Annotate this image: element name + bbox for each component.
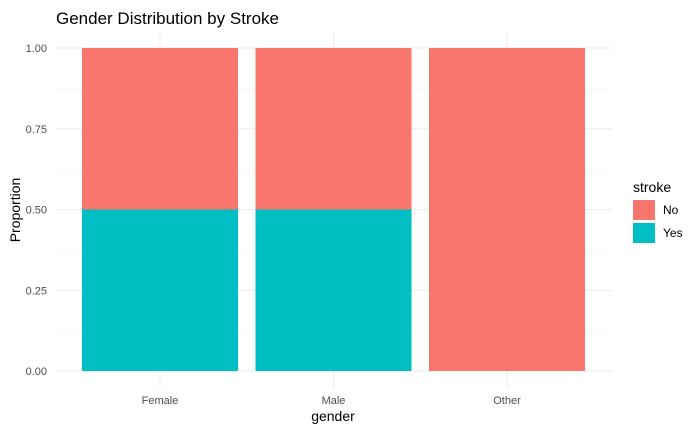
y-tick-label: 0.00	[26, 366, 47, 378]
bar-segment-no-female	[82, 48, 238, 210]
x-axis-ticks: Female Male Other	[142, 395, 521, 407]
chart-title: Gender Distribution by Stroke	[56, 9, 279, 28]
bar-segment-no-other	[429, 48, 585, 371]
legend: stroke No Yes	[633, 179, 683, 243]
y-tick-label: 0.25	[26, 285, 47, 297]
y-axis-title: Proportion	[7, 178, 23, 243]
x-axis-title: gender	[311, 408, 355, 424]
bars	[82, 48, 585, 371]
x-tick-label: Male	[322, 395, 346, 407]
y-tick-label: 0.75	[26, 124, 47, 136]
legend-label-no: No	[663, 203, 679, 217]
bar-segment-yes-female	[82, 209, 238, 371]
y-axis-ticks: 0.00 0.25 0.50 0.75 1.00	[26, 43, 47, 378]
legend-label-yes: Yes	[663, 226, 683, 240]
y-tick-label: 0.50	[26, 205, 47, 217]
y-tick-label: 1.00	[26, 43, 47, 55]
legend-swatch-yes	[633, 223, 655, 243]
x-tick-label: Female	[142, 395, 179, 407]
x-tick-label: Other	[493, 395, 521, 407]
legend-swatch-no	[633, 200, 655, 220]
bar-segment-no-male	[255, 48, 412, 210]
legend-title: stroke	[633, 179, 671, 195]
bar-segment-yes-male	[255, 209, 412, 371]
